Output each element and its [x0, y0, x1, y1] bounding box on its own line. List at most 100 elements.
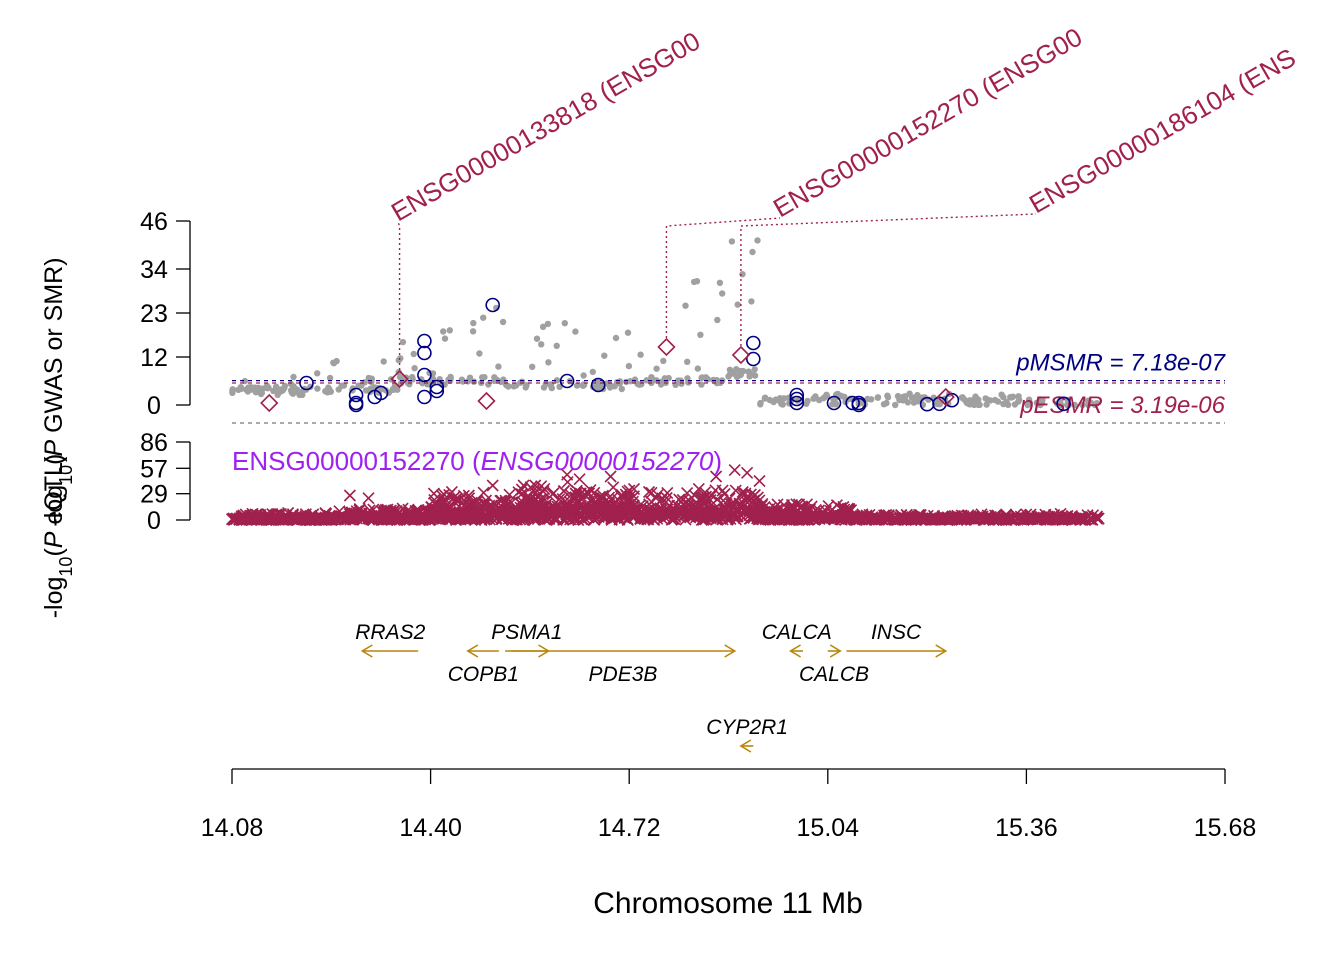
eqtl-point [490, 512, 503, 525]
eqtl-point [796, 500, 809, 513]
gwas-point [748, 298, 755, 305]
annotation-leader [397, 221, 401, 370]
gwas-point [716, 279, 724, 286]
gwas-point [594, 383, 602, 390]
eqtl-point [1075, 510, 1088, 523]
eqtl-point [744, 488, 757, 501]
eqtl-y-tick-label: 86 [140, 429, 168, 457]
eqtl-point [443, 509, 456, 522]
eqtl-point [524, 481, 537, 494]
gwas-point [751, 372, 759, 379]
gwas-point [735, 372, 742, 379]
pmsmr-label: pMSMR = 7.18e-07 [1015, 350, 1226, 377]
gwas-point [553, 377, 561, 384]
eqtl-point [546, 510, 559, 523]
gwas-point [694, 365, 701, 372]
eqtl-y-tick-label: 57 [140, 455, 168, 483]
eqtl-title-gene: ENSG00000152270 [232, 446, 465, 476]
gene-label: INSC [871, 621, 922, 644]
gwas-point [397, 355, 404, 362]
gwas-point [247, 384, 254, 391]
gwas-point [237, 385, 245, 392]
gwas-point [327, 388, 334, 395]
gwas-point [409, 376, 416, 383]
eqtl-point [400, 512, 414, 525]
gwas-point [777, 398, 785, 405]
gwas-point [1000, 393, 1007, 401]
msmr-point [559, 373, 575, 389]
eqtl-point [588, 486, 601, 499]
gwas-point [880, 401, 888, 408]
annotation-label: ENSG00000133818 (ENSG00 [386, 26, 705, 228]
msmr-point [417, 333, 432, 349]
eqtl-point [317, 513, 330, 526]
top-y-axis-title-suffix: GWAS or SMR) [40, 257, 68, 439]
gwas-point [446, 327, 453, 334]
gwas-point [684, 375, 691, 382]
x-tick-label: 15.04 [797, 814, 860, 842]
gwas-point [660, 357, 667, 365]
gene-arrowhead [789, 644, 801, 658]
eqtl-point [365, 511, 378, 524]
eqtl-point [515, 483, 528, 496]
x-tick-label: 15.36 [995, 814, 1058, 842]
gwas-point [625, 362, 633, 370]
gwas-point [264, 384, 271, 392]
eqtl-point [918, 513, 932, 526]
top-y-tick-label: 46 [140, 208, 168, 236]
gwas-point [987, 397, 994, 404]
esmr-point [477, 391, 496, 411]
eqtl-point [688, 489, 701, 502]
gwas-point [1058, 401, 1065, 409]
gwas-point [714, 316, 721, 324]
eqtl-peak-point [486, 479, 499, 492]
eqtl-peak-point [741, 466, 754, 479]
eqtl-point [703, 511, 716, 524]
top-y-axis-title-mid: ( [40, 456, 68, 465]
top-y-tick-label: 34 [140, 256, 168, 284]
eqtl-point [517, 502, 530, 515]
eqtl-point [716, 484, 729, 497]
eqtl-point [299, 512, 312, 525]
gwas-point [653, 365, 660, 372]
eqtl-point [489, 509, 502, 522]
eqtl-point [618, 511, 631, 524]
eqtl-title-open: ( [465, 446, 481, 476]
gwas-point [1093, 400, 1101, 407]
gene-arrowhead [360, 644, 373, 658]
eqtl-point [729, 484, 742, 497]
gene-arrowhead [724, 644, 737, 658]
gwas-point [745, 368, 752, 375]
eqtl-point [596, 489, 609, 502]
gwas-point [665, 374, 672, 382]
eqtl-point [471, 507, 484, 520]
eqtl-point [824, 504, 837, 518]
msmr-point [826, 395, 842, 411]
eqtl-peak-point [573, 473, 586, 486]
eqtl-y-axis-title-suffix: eQTL) [40, 454, 68, 532]
eqtl-point [288, 511, 302, 524]
gwas-point [476, 350, 483, 357]
gene-label: COPB1 [448, 663, 519, 686]
eqtl-point [253, 513, 266, 526]
gwas-point [823, 392, 831, 399]
gwas-point [690, 278, 698, 286]
msmr-point [944, 392, 960, 408]
gwas-point [529, 363, 536, 370]
eqtl-title-italic: ENSG00000152270 [481, 446, 714, 476]
gwas-point [612, 334, 620, 342]
x-tick-label: 14.08 [201, 814, 264, 842]
gwas-point [288, 388, 295, 395]
gwas-point [296, 391, 303, 399]
msmr-point [417, 389, 432, 405]
gwas-point [553, 342, 560, 349]
eqtl-point [943, 513, 956, 526]
eqtl-point [458, 494, 471, 507]
eqtl-point [259, 513, 272, 526]
eqtl-point [859, 513, 873, 526]
msmr-point [485, 297, 501, 313]
top-y-tick-label: 12 [140, 344, 168, 372]
eqtl-point [887, 512, 900, 526]
gene-label: CALCB [799, 663, 869, 686]
gwas-point [624, 329, 632, 336]
